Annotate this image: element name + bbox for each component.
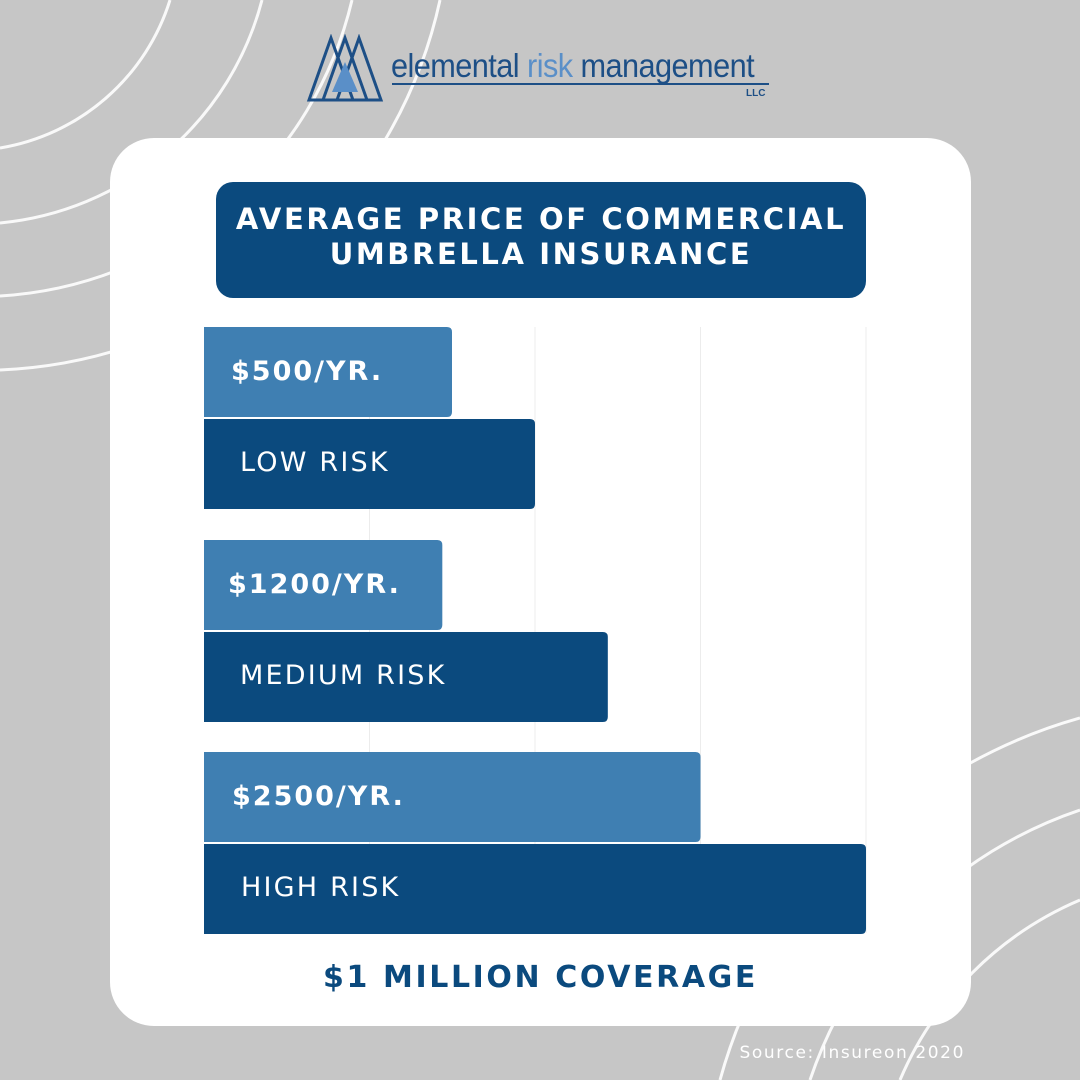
risk-category-label: MEDIUM RISK (240, 660, 447, 691)
price-bar (204, 752, 701, 842)
chart-title: AVERAGE PRICE OF COMMERCIAL UMBRELLA INS… (216, 182, 866, 298)
chart-bars (204, 327, 866, 934)
price-bar (204, 327, 452, 417)
chart-title-line2: UMBRELLA INSURANCE (329, 237, 753, 271)
triangle-logo-icon (306, 34, 384, 102)
brand-name-part3: management (580, 47, 755, 84)
price-value-label: $500/YR. (231, 356, 384, 387)
brand-underline (392, 83, 769, 85)
risk-category-label: HIGH RISK (241, 872, 401, 903)
chart-title-line1: AVERAGE PRICE OF COMMERCIAL (235, 202, 847, 236)
risk-bar (204, 419, 535, 509)
risk-category-label: LOW RISK (240, 447, 390, 478)
price-bar (204, 540, 443, 630)
brand-name-part1: elemental (391, 47, 520, 84)
risk-bar (204, 844, 866, 934)
brand-name-part2: risk (527, 47, 573, 84)
source-note: Source: Insureon 2020 (739, 1043, 965, 1063)
price-value-label: $2500/YR. (232, 781, 405, 812)
company-logo: elemental risk management LLC (306, 34, 776, 109)
price-value-label: $1200/YR. (228, 569, 401, 600)
risk-bar (204, 632, 608, 722)
chart-gridlines (369, 327, 867, 933)
brand-suffix: LLC (746, 88, 766, 99)
brand-name: elemental risk management (391, 47, 755, 85)
coverage-label: $1 MILLION COVERAGE (323, 960, 758, 995)
